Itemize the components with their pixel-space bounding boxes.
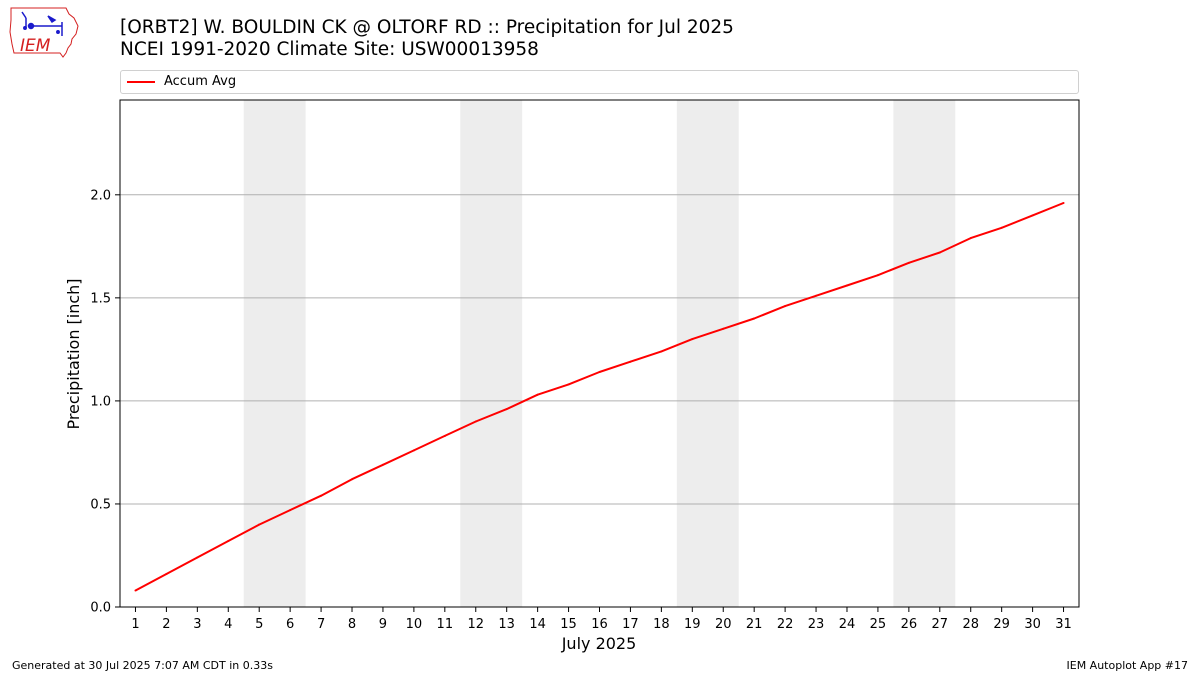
y-tick-label: 0.0 — [90, 601, 111, 616]
x-tick-label: 5 — [255, 617, 263, 632]
x-tick-label: 24 — [839, 617, 856, 632]
weekend-band — [460, 100, 523, 607]
x-tick-label: 10 — [406, 617, 423, 632]
x-tick-label: 17 — [622, 617, 639, 632]
x-tick-label: 11 — [437, 617, 454, 632]
data-point — [351, 478, 354, 481]
x-tick-label: 30 — [1024, 617, 1041, 632]
weekend-band — [676, 100, 739, 607]
iowa-outline-shape — [9, 7, 79, 58]
y-axis-label: Precipitation [inch] — [64, 278, 83, 429]
data-point — [1062, 202, 1065, 205]
x-tick-label: 3 — [193, 617, 201, 632]
data-point — [753, 317, 756, 320]
data-point — [876, 274, 879, 277]
chart-subtitle: NCEI 1991-2020 Climate Site: USW00013958 — [120, 39, 539, 60]
x-tick-label: 26 — [901, 617, 918, 632]
x-tick-label: 14 — [529, 617, 546, 632]
x-tick-label: 22 — [777, 617, 794, 632]
data-point — [784, 305, 787, 308]
x-axis-label: July 2025 — [561, 634, 637, 653]
data-point — [691, 338, 694, 341]
data-point — [629, 360, 632, 363]
data-point — [1031, 214, 1034, 217]
x-tick-label: 7 — [317, 617, 325, 632]
x-tick-label: 2 — [162, 617, 170, 632]
weekend-band — [893, 100, 956, 607]
x-tick-label: 12 — [467, 617, 484, 632]
iem-logo: IEM — [9, 7, 79, 58]
data-point — [474, 420, 477, 423]
data-point — [1000, 226, 1003, 229]
x-tick-label: 23 — [808, 617, 825, 632]
data-point — [938, 251, 941, 254]
weather-station-icon — [21, 11, 63, 36]
weekend-band — [243, 100, 306, 607]
x-tick-label: 6 — [286, 617, 294, 632]
app-label: IEM Autoplot App #17 — [1066, 659, 1189, 672]
data-point — [381, 463, 384, 466]
x-tick-label: 15 — [560, 617, 577, 632]
x-tick-label: 16 — [591, 617, 608, 632]
data-point — [134, 589, 137, 592]
x-tick-label: 20 — [715, 617, 732, 632]
generated-timestamp: Generated at 30 Jul 2025 7:07 AM CDT in … — [12, 659, 273, 672]
data-point — [443, 434, 446, 437]
x-tick-label: 4 — [224, 617, 232, 632]
x-tick-label: 31 — [1055, 617, 1072, 632]
y-tick-label: 2.0 — [90, 188, 111, 203]
data-point — [567, 383, 570, 386]
data-point — [845, 284, 848, 287]
x-tick-label: 25 — [870, 617, 887, 632]
data-point — [598, 371, 601, 374]
x-tick-label: 19 — [684, 617, 701, 632]
x-tick-label: 21 — [746, 617, 763, 632]
data-point — [289, 509, 292, 512]
x-tick-label: 9 — [379, 617, 387, 632]
x-tick-label: 28 — [962, 617, 979, 632]
data-point — [505, 408, 508, 411]
data-point — [258, 523, 261, 526]
data-point — [660, 350, 663, 353]
data-point — [196, 556, 199, 559]
data-point — [412, 449, 415, 452]
data-point — [320, 494, 323, 497]
x-tick-label: 8 — [348, 617, 356, 632]
legend-label: Accum Avg — [164, 74, 237, 89]
chart-title: [ORBT2] W. BOULDIN CK @ OLTORF RD :: Pre… — [120, 17, 734, 38]
x-tick-label: 29 — [993, 617, 1010, 632]
x-tick-label: 1 — [131, 617, 139, 632]
data-point — [165, 573, 168, 576]
chart-legend: Accum Avg — [120, 70, 1079, 94]
data-point — [907, 261, 910, 264]
x-tick-label: 18 — [653, 617, 670, 632]
data-point — [969, 237, 972, 240]
y-tick-label: 0.5 — [90, 497, 111, 512]
y-tick-label: 1.0 — [90, 394, 111, 409]
data-point — [722, 327, 725, 330]
y-tick-label: 1.5 — [90, 291, 111, 306]
data-point — [815, 294, 818, 297]
x-tick-label: 27 — [932, 617, 949, 632]
legend-line-swatch — [127, 81, 155, 83]
data-point — [536, 393, 539, 396]
x-tick-label: 13 — [498, 617, 515, 632]
logo-text: IEM — [20, 36, 51, 56]
data-point — [227, 540, 230, 543]
